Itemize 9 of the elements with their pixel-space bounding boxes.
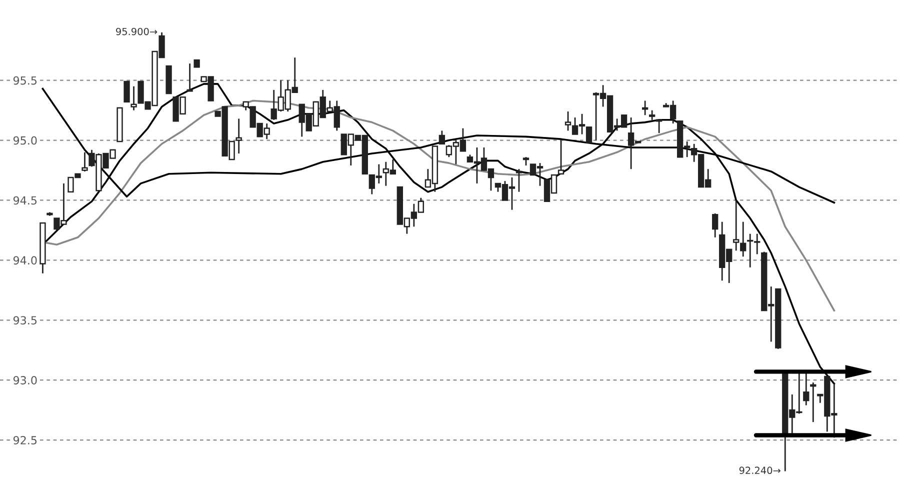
annotation: 95.900→ xyxy=(116,28,158,36)
y-tick-label: 93.0 xyxy=(13,376,37,384)
annotation: 92.240→ xyxy=(739,466,780,474)
y-tick-label: 92.5 xyxy=(13,436,37,444)
y-tick-label: 94.0 xyxy=(13,256,37,265)
y-tick-label: 95.0 xyxy=(13,136,37,145)
y-tick-label: 94.5 xyxy=(13,196,37,205)
y-tick-label: 95.5 xyxy=(13,76,37,85)
y-tick-label: 93.5 xyxy=(13,316,37,325)
